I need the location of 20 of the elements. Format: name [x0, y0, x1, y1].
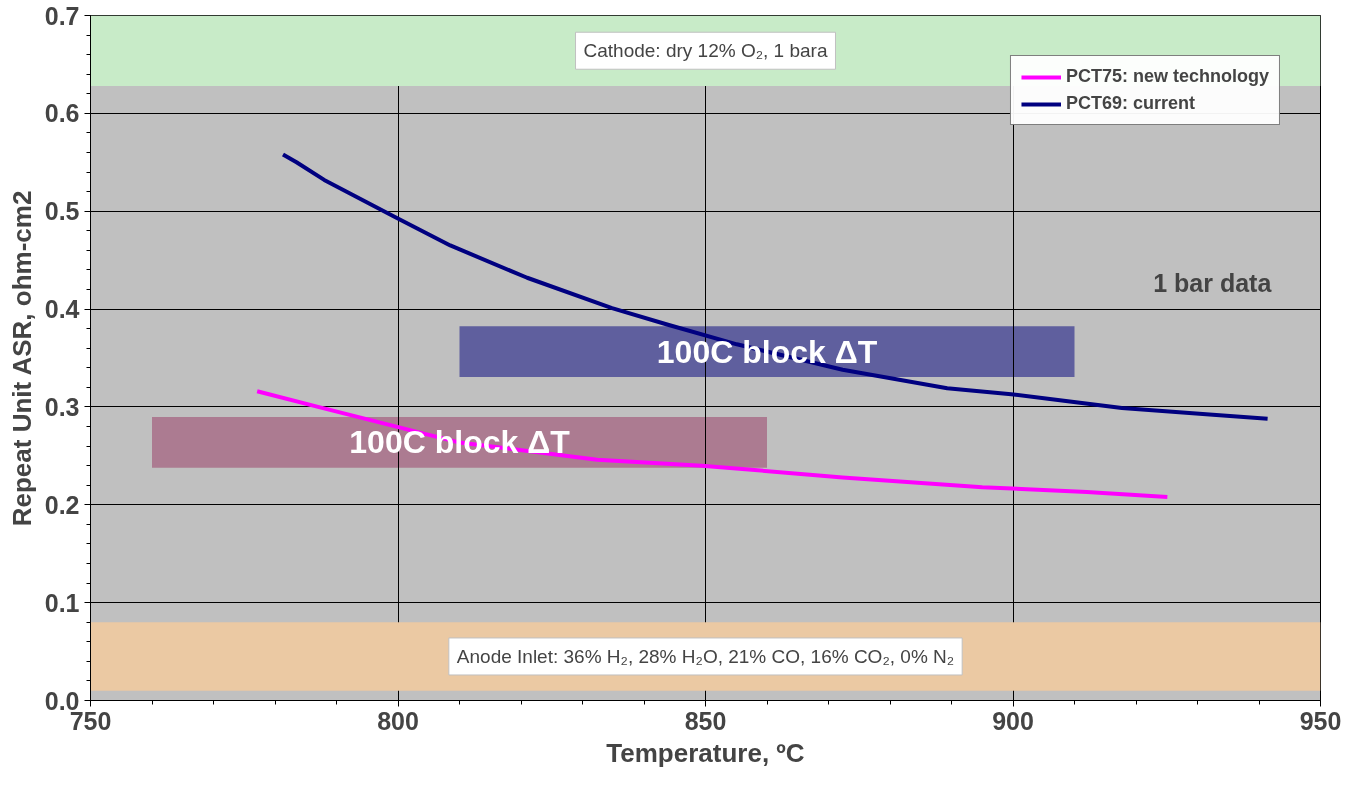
y-tick-label: 0.1 — [44, 588, 80, 617]
y-tick-label: 0.4 — [44, 295, 80, 324]
line-series — [255, 389, 1170, 499]
line-series — [280, 152, 1270, 421]
band-label: Cathode: dry 12% O₂, 1 bara — [583, 40, 828, 62]
y-tick-label: 0.3 — [44, 392, 80, 421]
y-tick-label: 0.5 — [44, 197, 80, 226]
legend-label: PCT69: current — [1065, 93, 1196, 114]
legend-label: PCT75: new technology — [1065, 66, 1269, 87]
annotation: 1 bar data — [1153, 268, 1273, 297]
x-tick-label: 850 — [684, 706, 727, 735]
y-tick-label: 0.6 — [44, 99, 80, 128]
x-tick-label: 800 — [377, 706, 419, 735]
x-tick-label: 950 — [1299, 706, 1342, 735]
x-tick-label: 900 — [992, 706, 1034, 735]
y-tick-label: 0.7 — [44, 1, 80, 30]
y-axis-title: Repeat Unit ASR, ohm-cm2 — [6, 190, 37, 527]
y-tick-label: 0.2 — [44, 490, 80, 519]
x-axis-title: Temperature, ºC — [606, 737, 805, 768]
band-label: Anode Inlet: 36% H₂, 28% H₂O, 21% CO, 16% CO₂, 0% N₂ — [456, 645, 955, 667]
